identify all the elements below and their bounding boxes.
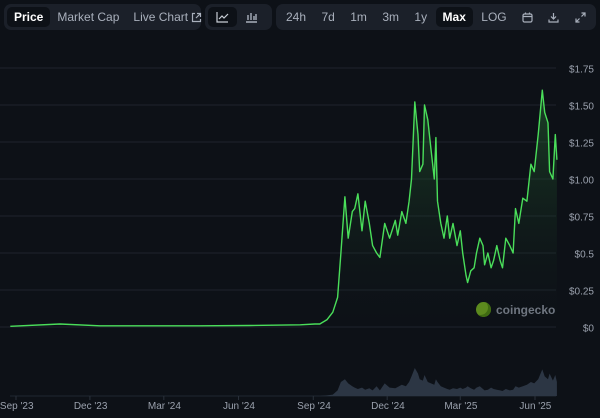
download-button[interactable] <box>541 7 566 27</box>
download-icon <box>548 12 560 23</box>
y-tick-label: $1.50 <box>568 101 594 113</box>
range-1m[interactable]: 1m <box>350 10 367 24</box>
y-tick-label: $1.75 <box>568 64 594 76</box>
y-tick-label: $0 <box>582 323 594 335</box>
range-max[interactable]: Max <box>435 7 473 27</box>
log-toggle[interactable]: LOG <box>481 10 507 24</box>
line-chart-button[interactable] <box>208 7 237 27</box>
x-tick-label: Dec '23 <box>73 401 108 412</box>
range-7d[interactable]: 7d <box>321 10 335 24</box>
coingecko-logo-icon <box>476 302 491 317</box>
x-tick-label: Sep '24 <box>297 401 331 412</box>
candlestick-chart-icon <box>246 13 257 23</box>
live-chart-label: Live Chart <box>133 10 189 24</box>
tab-price[interactable]: Price <box>7 7 51 27</box>
y-tick-label: $1.00 <box>568 175 594 187</box>
calendar-icon <box>522 12 533 23</box>
x-tick-label: Dec '24 <box>371 401 405 412</box>
y-tick-label: $0.75 <box>568 212 594 224</box>
expand-icon <box>575 11 586 23</box>
view-tab-group: Price Market Cap Live Chart <box>4 4 202 30</box>
y-tick-label: $1.25 <box>568 138 594 150</box>
range-24h[interactable]: 24h <box>286 10 307 24</box>
fullscreen-button[interactable] <box>568 7 593 27</box>
calendar-button[interactable] <box>515 7 540 27</box>
x-tick-label: Jun '25 <box>519 401 552 412</box>
chart-type-group <box>205 4 272 30</box>
price-area <box>10 90 557 327</box>
range-1y[interactable]: 1y <box>414 10 428 24</box>
tab-live-chart[interactable]: Live Chart <box>126 7 209 27</box>
x-tick-label: Mar '24 <box>147 401 181 412</box>
coingecko-watermark: coingecko <box>476 302 555 317</box>
x-tick-label: Sep '23 <box>0 401 34 412</box>
range-3m[interactable]: 3m <box>382 10 399 24</box>
watermark-text: coingecko <box>496 302 556 317</box>
tab-market-cap[interactable]: Market Cap <box>57 10 120 24</box>
x-tick-label: Mar '25 <box>444 401 478 412</box>
candlestick-chart-button[interactable] <box>237 7 266 27</box>
line-chart-icon <box>216 12 229 23</box>
external-link-icon <box>191 12 202 22</box>
range-group: 24h 7d 1m 3m 1y Max LOG <box>276 4 596 30</box>
x-tick-label: Jun '24 <box>222 401 255 412</box>
y-tick-label: $0.25 <box>568 286 594 298</box>
volume-area <box>10 368 557 396</box>
price-line <box>10 89 558 327</box>
y-tick-label: $0.5 <box>574 249 594 261</box>
